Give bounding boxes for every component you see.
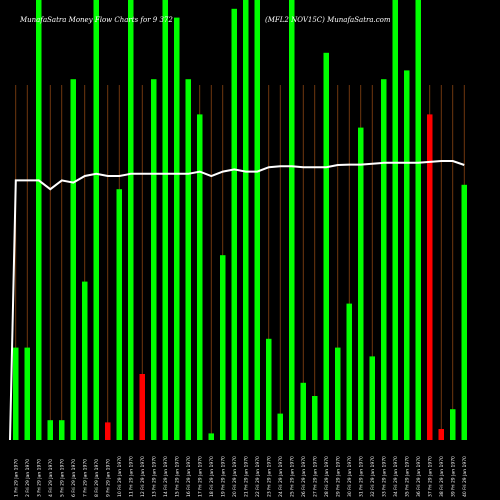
bar-2	[24, 347, 30, 440]
bar-37	[427, 114, 433, 441]
bar-32	[369, 356, 375, 440]
bar-19	[220, 255, 226, 440]
x-tick-label: 25 Fri 29 Jan 1970	[289, 456, 295, 497]
x-tick-label: 13 Fri 29 Jan 1970	[151, 456, 157, 497]
bar-1	[13, 347, 19, 440]
bar-39	[450, 409, 456, 440]
x-tick-label: 16 Fri 29 Jan 1970	[186, 456, 192, 497]
x-tick-labels: 1 Fri 29 Jan 1970 2 Fri 29 Jan 1970 3 Fri …	[13, 456, 468, 497]
bar-5	[59, 420, 65, 440]
x-tick-label: 37 Fri 29 Jan 1970	[427, 456, 433, 497]
bar-40	[461, 184, 467, 440]
bar-34	[392, 0, 398, 440]
x-tick-label: 20 Fri 29 Jan 1970	[232, 456, 238, 497]
x-tick-label: 18 Fri 29 Jan 1970	[209, 456, 215, 497]
x-tick-label: 36 Fri 29 Jan 1970	[416, 456, 422, 497]
bar-26	[300, 382, 306, 440]
bar-14	[162, 0, 168, 440]
x-tick-label: 3 Fri 29 Jan 1970	[36, 459, 42, 497]
x-tick-label: 40 Fri 29 Jan 1970	[462, 456, 468, 497]
x-tick-label: 28 Fri 29 Jan 1970	[324, 456, 330, 497]
x-tick-label: 35 Fri 29 Jan 1970	[404, 456, 410, 497]
chart-subtitle: (MFL2 NOV15C) MunafaSatra.com	[265, 16, 391, 24]
x-tick-label: 17 Fri 29 Jan 1970	[197, 456, 203, 497]
x-tick-label: 12 Fri 29 Jan 1970	[140, 456, 146, 497]
bar-18	[208, 433, 214, 440]
x-tick-label: 22 Fri 29 Jan 1970	[255, 456, 261, 497]
bar-9	[105, 422, 111, 440]
bar-29	[335, 347, 341, 440]
bar-11	[128, 0, 134, 440]
bar-4	[47, 420, 53, 440]
bar-33	[381, 79, 387, 440]
bar-30	[346, 303, 352, 440]
x-tick-label: 27 Fri 29 Jan 1970	[312, 456, 318, 497]
x-tick-label: 29 Fri 29 Jan 1970	[335, 456, 341, 497]
bar-15	[174, 17, 180, 440]
bar-36	[415, 0, 421, 440]
x-tick-label: 31 Fri 29 Jan 1970	[358, 456, 364, 497]
bar-22	[254, 0, 260, 440]
x-tick-label: 7 Fri 29 Jan 1970	[82, 459, 88, 497]
bar-35	[404, 70, 410, 441]
bar-3	[36, 0, 42, 440]
x-tick-label: 21 Fri 29 Jan 1970	[243, 456, 249, 497]
bar-17	[197, 114, 203, 441]
bar-13	[151, 79, 157, 440]
x-tick-label: 30 Fri 29 Jan 1970	[347, 456, 353, 497]
bar-20	[231, 8, 237, 441]
bar-38	[438, 429, 444, 440]
price-line-series	[9, 160, 465, 441]
x-tick-label: 14 Fri 29 Jan 1970	[163, 456, 169, 497]
x-tick-label: 34 Fri 29 Jan 1970	[393, 456, 399, 497]
x-tick-label: 8 Fri 29 Jan 1970	[94, 459, 100, 497]
x-tick-label: 26 Fri 29 Jan 1970	[301, 456, 307, 497]
x-tick-label: 11 Fri 29 Jan 1970	[128, 456, 134, 497]
x-tick-label: 38 Fri 29 Jan 1970	[439, 456, 445, 497]
bar-16	[185, 79, 191, 440]
bar-8	[93, 0, 99, 440]
bar-21	[243, 0, 249, 440]
x-tick-label: 24 Fri 29 Jan 1970	[278, 456, 284, 497]
x-tick-label: 9 Fri 29 Jan 1970	[105, 459, 111, 497]
price-line	[9, 160, 465, 441]
bar-25	[289, 0, 295, 440]
bar-7	[82, 281, 88, 440]
x-tick-label: 19 Fri 29 Jan 1970	[220, 456, 226, 497]
chart-title: MunafaSatra Money Flow Charts for 9 372	[19, 16, 173, 24]
x-tick-label: 15 Fri 29 Jan 1970	[174, 456, 180, 497]
bar-6	[70, 79, 76, 440]
x-tick-label: 33 Fri 29 Jan 1970	[381, 456, 387, 497]
x-tick-label: 5 Fri 29 Jan 1970	[59, 459, 65, 497]
bar-series	[13, 0, 467, 441]
x-tick-label: 2 Fri 29 Jan 1970	[25, 459, 31, 497]
x-tick-label: 1 Fri 29 Jan 1970	[13, 459, 19, 497]
bar-23	[266, 338, 272, 440]
x-tick-label: 4 Fri 29 Jan 1970	[48, 459, 54, 497]
x-tick-label: 23 Fri 29 Jan 1970	[266, 456, 272, 497]
bar-27	[312, 396, 318, 440]
x-tick-label: 32 Fri 29 Jan 1970	[370, 456, 376, 497]
bar-24	[277, 413, 283, 440]
x-tick-label: 6 Fri 29 Jan 1970	[71, 459, 77, 497]
bar-10	[116, 189, 122, 440]
x-tick-label: 39 Fri 29 Jan 1970	[450, 456, 456, 497]
bar-31	[358, 127, 364, 440]
bar-12	[139, 374, 145, 440]
x-tick-label: 10 Fri 29 Jan 1970	[117, 456, 123, 497]
bar-28	[323, 52, 329, 441]
